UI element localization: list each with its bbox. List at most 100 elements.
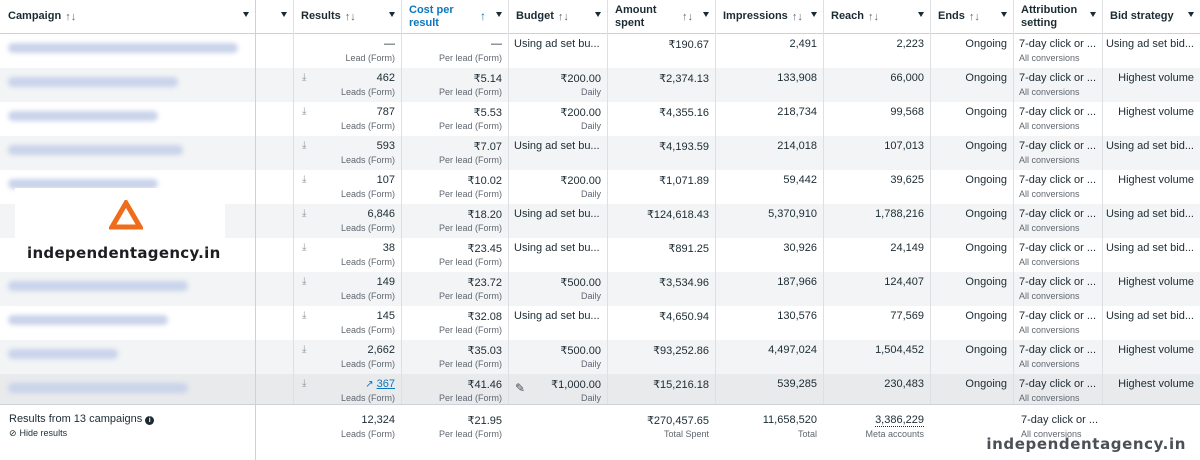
cell-attribution: 7-day click or ... All conversions: [1019, 344, 1097, 369]
cell-reach: 1,788,216: [875, 208, 924, 220]
column-divider: [1013, 0, 1014, 404]
table-row[interactable]: ⤓ 787 Leads (Form) ₹5.53 Per lead (Form) ₹200…: [0, 102, 1200, 136]
header-impressions[interactable]: Impressions ↑↓: [715, 0, 823, 34]
cell-impressions: 59,442: [783, 174, 817, 186]
cell-bid-strategy: Using ad set bid...: [1105, 140, 1194, 152]
sort-icon[interactable]: ↑↓: [791, 10, 803, 23]
cell-impressions: 30,926: [783, 242, 817, 254]
cell-reach: 99,568: [890, 106, 924, 118]
cell-bid-strategy: Highest volume: [1118, 378, 1194, 390]
header-bid-strategy[interactable]: Bid strategy: [1102, 0, 1200, 34]
download-icon[interactable]: ⤓: [302, 208, 307, 219]
cell-cost-per-result: ₹5.14 Per lead (Form): [438, 73, 502, 97]
header-spacer[interactable]: [255, 0, 293, 34]
info-icon[interactable]: i: [145, 416, 155, 425]
table-row[interactable]: ⤓ 38 Leads (Form) ₹23.45 Per lead (Form) Usin…: [0, 238, 1200, 272]
trend-up-icon: ↗: [365, 379, 374, 390]
cell-attribution: 7-day click or ... All conversions: [1019, 174, 1097, 199]
table-row[interactable]: — Lead (Form) — Per lead (Form) Using ad set…: [0, 34, 1200, 68]
download-icon[interactable]: ⤓: [302, 378, 307, 389]
column-divider: [401, 0, 402, 404]
table-row[interactable]: ⤓ 462 Leads (Form) ₹5.14 Per lead (Form) ₹200…: [0, 68, 1200, 102]
cell-impressions: 539,285: [777, 378, 817, 390]
result-link[interactable]: 367: [376, 378, 395, 390]
table-row[interactable]: ⤓ 145 Leads (Form) ₹32.08 Per lead (Form) Usi…: [0, 306, 1200, 340]
download-icon[interactable]: ⤓: [302, 276, 307, 287]
column-divider: [607, 0, 608, 404]
cell-reach: 124,407: [884, 276, 924, 288]
cell-attribution: 7-day click or ... All conversions: [1019, 140, 1097, 165]
cell-reach: 2,223: [896, 38, 924, 50]
chevron-down-icon[interactable]: [918, 12, 924, 17]
header-budget[interactable]: Budget ↑↓: [508, 0, 607, 34]
download-icon[interactable]: ⤓: [302, 72, 307, 83]
cell-ends: Ongoing: [965, 174, 1007, 186]
chevron-down-icon[interactable]: [1090, 12, 1096, 17]
download-icon[interactable]: ⤓: [302, 140, 307, 151]
cell-impressions: 214,018: [777, 140, 817, 152]
header-ends[interactable]: Ends ↑↓: [930, 0, 1013, 34]
sort-icon[interactable]: ↑↓: [344, 10, 356, 23]
chevron-down-icon[interactable]: [243, 12, 249, 17]
sort-icon[interactable]: ↑↓: [868, 10, 880, 23]
cell-attribution: 7-day click or ... All conversions: [1019, 208, 1097, 233]
cell-reach: 1,504,452: [875, 344, 924, 356]
download-icon[interactable]: ⤓: [302, 344, 307, 355]
cell-results: 38 Leads (Form): [340, 242, 395, 267]
cell-bid-strategy: Using ad set bid...: [1105, 310, 1194, 322]
cell-results: 2,662 Leads (Form): [340, 344, 395, 369]
footer-reach[interactable]: 3,386,229 Meta accounts: [865, 414, 924, 439]
cell-ends: Ongoing: [965, 140, 1007, 152]
sort-icon[interactable]: ↑↓: [557, 10, 569, 23]
header-cost-per-result[interactable]: Cost per result ↑: [401, 0, 508, 34]
cell-budget: ₹500.00 Daily: [560, 277, 601, 301]
chevron-down-icon[interactable]: [496, 12, 502, 17]
download-icon[interactable]: ⤓: [302, 310, 307, 321]
pencil-icon[interactable]: ✎: [515, 381, 526, 395]
chevron-down-icon[interactable]: [703, 12, 709, 17]
table-row[interactable]: ⤓ 593 Leads (Form) ₹7.07 Per lead (Form) Usin…: [0, 136, 1200, 170]
sort-icon[interactable]: ↑↓: [968, 10, 980, 23]
cell-results: 593 Leads (Form): [340, 140, 395, 165]
download-icon[interactable]: ⤓: [302, 174, 307, 185]
triangle-logo-icon: [109, 200, 143, 230]
sort-ascending-icon[interactable]: ↑: [480, 9, 486, 23]
header-attribution-setting[interactable]: Attribution setting: [1013, 0, 1102, 34]
chevron-down-icon[interactable]: [281, 12, 287, 17]
table-row[interactable]: ⤓ 107 Leads (Form) ₹10.02 Per lead (Form) ₹20…: [0, 170, 1200, 204]
cell-ends: Ongoing: [965, 72, 1007, 84]
cell-amount-spent: ₹891.25: [668, 243, 709, 255]
chevron-down-icon[interactable]: [811, 12, 817, 17]
download-icon[interactable]: ⤓: [302, 242, 307, 253]
cell-ends: Ongoing: [965, 310, 1007, 322]
header-amount-spent[interactable]: Amount spent ↑↓: [607, 0, 715, 34]
chevron-down-icon[interactable]: [1001, 12, 1007, 17]
sort-icon[interactable]: ↑↓: [65, 10, 77, 23]
chevron-down-icon[interactable]: [389, 12, 395, 17]
hide-results-button[interactable]: ⊘ Hide results: [9, 428, 68, 438]
table-row[interactable]: ⤓ 2,662 Leads (Form) ₹35.03 Per lead (Form) ₹…: [0, 340, 1200, 374]
cell-bid-strategy: Highest volume: [1118, 106, 1194, 118]
blurred-campaign-name: [8, 77, 178, 87]
download-icon[interactable]: ⤓: [302, 106, 307, 117]
cell-ends: Ongoing: [965, 242, 1007, 254]
cell-bid-strategy: Highest volume: [1118, 72, 1194, 84]
chevron-down-icon[interactable]: [595, 12, 601, 17]
cell-ends: Ongoing: [965, 276, 1007, 288]
cell-bid-strategy: Highest volume: [1118, 276, 1194, 288]
table-row[interactable]: ⤓ ↗ 367 Leads (Form) ₹41.46 Per lead (Form) ₹1…: [0, 374, 1200, 408]
column-divider: [1102, 0, 1103, 404]
table-row[interactable]: ⤓ 149 Leads (Form) ₹23.72 Per lead (Form) ₹50…: [0, 272, 1200, 306]
cell-budget: ₹200.00 Daily: [560, 73, 601, 97]
header-reach[interactable]: Reach ↑↓: [823, 0, 930, 34]
cell-impressions: 187,966: [777, 276, 817, 288]
footer-amount-spent: ₹270,457.65 Total Spent: [646, 415, 709, 439]
sort-icon[interactable]: ↑↓: [682, 10, 693, 23]
header-results[interactable]: Results ↑↓: [293, 0, 401, 34]
cell-amount-spent: ₹2,374.13: [659, 73, 709, 85]
cell-attribution: 7-day click or ... All conversions: [1019, 72, 1097, 97]
chevron-down-icon[interactable]: [1188, 12, 1194, 17]
cell-impressions: 2,491: [789, 38, 817, 50]
column-divider: [293, 0, 294, 404]
header-campaign[interactable]: Campaign ↑↓: [0, 0, 255, 34]
